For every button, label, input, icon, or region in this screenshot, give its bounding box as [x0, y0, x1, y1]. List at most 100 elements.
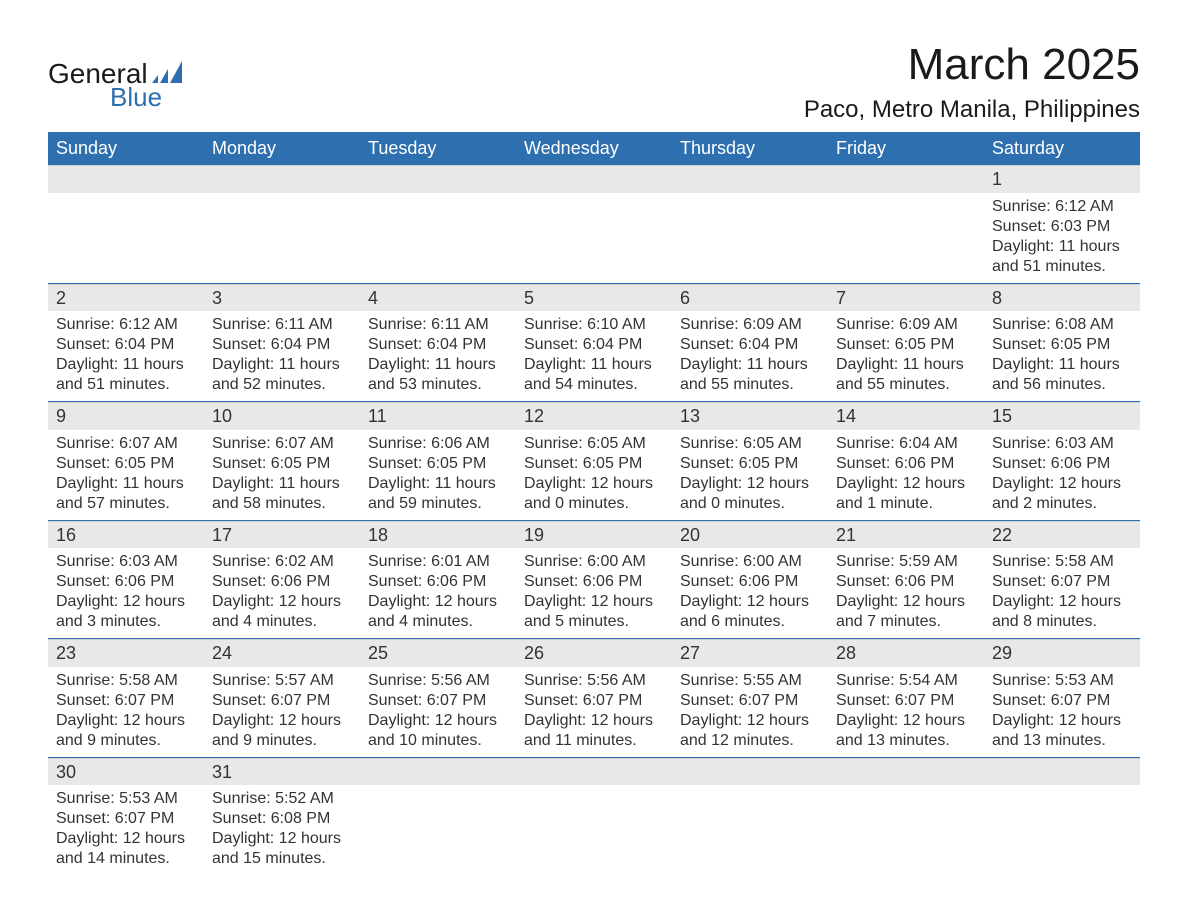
calendar-day-cell [204, 165, 360, 283]
calendar-day-cell: 3Sunrise: 6:11 AMSunset: 6:04 PMDaylight… [204, 283, 360, 402]
day-number: 15 [984, 402, 1140, 430]
day-detail-line: Daylight: 12 hours and 0 minutes. [524, 474, 664, 514]
page-title: March 2025 [804, 40, 1140, 90]
day-detail-line: Sunset: 6:07 PM [680, 691, 820, 711]
day-detail-line: Daylight: 11 hours and 55 minutes. [680, 355, 820, 395]
day-number: 13 [672, 402, 828, 430]
day-detail-line: Daylight: 12 hours and 12 minutes. [680, 711, 820, 751]
day-detail-line: Sunset: 6:06 PM [56, 572, 196, 592]
day-detail-line: Sunset: 6:07 PM [368, 691, 508, 711]
day-body: Sunrise: 5:59 AMSunset: 6:06 PMDaylight:… [828, 548, 984, 638]
day-body: Sunrise: 5:58 AMSunset: 6:07 PMDaylight:… [984, 548, 1140, 638]
day-body: Sunrise: 6:12 AMSunset: 6:04 PMDaylight:… [48, 311, 204, 401]
day-detail-line: Daylight: 12 hours and 9 minutes. [56, 711, 196, 751]
calendar-day-cell: 6 Sunrise: 6:09 AMSunset: 6:04 PMDaylight… [672, 283, 828, 402]
day-number: 21 [828, 521, 984, 549]
calendar-day-cell: 17Sunrise: 6:02 AMSunset: 6:06 PMDayligh… [204, 520, 360, 639]
day-body [516, 785, 672, 869]
calendar-day-cell [984, 757, 1140, 875]
day-body: Sunrise: 6:05 AMSunset: 6:05 PMDaylight:… [672, 430, 828, 520]
day-detail-line: Daylight: 12 hours and 11 minutes. [524, 711, 664, 751]
day-detail-line: Sunrise: 5:52 AM [212, 789, 352, 809]
calendar-day-cell: 28Sunrise: 5:54 AMSunset: 6:07 PMDayligh… [828, 639, 984, 758]
day-number: 6 [672, 284, 828, 312]
calendar-day-cell [516, 165, 672, 283]
day-detail-line: Sunrise: 6:01 AM [368, 552, 508, 572]
day-detail-line: Sunrise: 6:06 AM [368, 434, 508, 454]
day-detail-line: Sunset: 6:03 PM [992, 217, 1132, 237]
day-detail-line: Sunset: 6:05 PM [992, 335, 1132, 355]
day-number: 27 [672, 639, 828, 667]
day-body: Sunrise: 5:58 AMSunset: 6:07 PMDaylight:… [48, 667, 204, 757]
day-body: Sunrise: 6:07 AMSunset: 6:05 PMDaylight:… [48, 430, 204, 520]
day-detail-line: Sunrise: 5:59 AM [836, 552, 976, 572]
day-detail-line: Sunrise: 6:09 AM [680, 315, 820, 335]
header: General Blue March 2025 Paco, Metro Mani… [48, 40, 1140, 124]
day-number-empty [360, 758, 516, 786]
day-number: 4 [360, 284, 516, 312]
day-number: 12 [516, 402, 672, 430]
day-body [984, 785, 1140, 869]
day-detail-line: Sunrise: 5:58 AM [992, 552, 1132, 572]
weekday-header: Thursday [672, 132, 828, 165]
day-number: 9 [48, 402, 204, 430]
calendar-day-cell: 21Sunrise: 5:59 AMSunset: 6:06 PMDayligh… [828, 520, 984, 639]
day-number-empty [672, 758, 828, 786]
day-detail-line: Sunset: 6:04 PM [56, 335, 196, 355]
title-block: March 2025 Paco, Metro Manila, Philippin… [804, 40, 1140, 124]
day-number: 22 [984, 521, 1140, 549]
day-detail-line: Sunrise: 6:07 AM [56, 434, 196, 454]
day-body [516, 193, 672, 277]
calendar-week-row: 2Sunrise: 6:12 AMSunset: 6:04 PMDaylight… [48, 283, 1140, 402]
day-number-empty [48, 165, 204, 193]
day-detail-line: Daylight: 11 hours and 56 minutes. [992, 355, 1132, 395]
day-detail-line: Sunrise: 5:53 AM [992, 671, 1132, 691]
calendar-day-cell: 10Sunrise: 6:07 AMSunset: 6:05 PMDayligh… [204, 402, 360, 521]
day-detail-line: Sunset: 6:04 PM [212, 335, 352, 355]
calendar-day-cell: 30Sunrise: 5:53 AMSunset: 6:07 PMDayligh… [48, 757, 204, 875]
day-number-empty [516, 165, 672, 193]
calendar-day-cell [360, 757, 516, 875]
calendar-day-cell: 2Sunrise: 6:12 AMSunset: 6:04 PMDaylight… [48, 283, 204, 402]
calendar-day-cell: 31Sunrise: 5:52 AMSunset: 6:08 PMDayligh… [204, 757, 360, 875]
day-detail-line: Sunset: 6:05 PM [56, 454, 196, 474]
day-number: 25 [360, 639, 516, 667]
day-body: Sunrise: 5:56 AMSunset: 6:07 PMDaylight:… [360, 667, 516, 757]
day-detail-line: Daylight: 12 hours and 10 minutes. [368, 711, 508, 751]
calendar-day-cell [672, 165, 828, 283]
day-detail-line: Sunset: 6:06 PM [992, 454, 1132, 474]
day-body [48, 193, 204, 277]
day-detail-line: Sunrise: 6:09 AM [836, 315, 976, 335]
day-detail-line: Daylight: 12 hours and 13 minutes. [836, 711, 976, 751]
calendar-day-cell: 5Sunrise: 6:10 AMSunset: 6:04 PMDaylight… [516, 283, 672, 402]
day-body: Sunrise: 6:06 AMSunset: 6:05 PMDaylight:… [360, 430, 516, 520]
day-detail-line: Daylight: 12 hours and 13 minutes. [992, 711, 1132, 751]
calendar-day-cell: 8Sunrise: 6:08 AMSunset: 6:05 PMDaylight… [984, 283, 1140, 402]
day-body: Sunrise: 6:01 AMSunset: 6:06 PMDaylight:… [360, 548, 516, 638]
day-detail-line: Sunrise: 6:02 AM [212, 552, 352, 572]
day-detail-line: Sunset: 6:05 PM [524, 454, 664, 474]
weekday-header: Friday [828, 132, 984, 165]
day-number: 24 [204, 639, 360, 667]
day-number: 18 [360, 521, 516, 549]
weekday-header: Sunday [48, 132, 204, 165]
calendar-day-cell: 16Sunrise: 6:03 AMSunset: 6:06 PMDayligh… [48, 520, 204, 639]
calendar-day-cell: 29Sunrise: 5:53 AMSunset: 6:07 PMDayligh… [984, 639, 1140, 758]
day-body: Sunrise: 6:03 AMSunset: 6:06 PMDaylight:… [48, 548, 204, 638]
day-detail-line: Sunrise: 5:57 AM [212, 671, 352, 691]
day-detail-line: Sunset: 6:04 PM [680, 335, 820, 355]
day-body: Sunrise: 5:54 AMSunset: 6:07 PMDaylight:… [828, 667, 984, 757]
day-detail-line: Daylight: 11 hours and 58 minutes. [212, 474, 352, 514]
day-number: 28 [828, 639, 984, 667]
day-number: 16 [48, 521, 204, 549]
day-detail-line: Daylight: 11 hours and 53 minutes. [368, 355, 508, 395]
calendar-day-cell: 27Sunrise: 5:55 AMSunset: 6:07 PMDayligh… [672, 639, 828, 758]
day-detail-line: Sunset: 6:06 PM [680, 572, 820, 592]
day-number-empty [984, 758, 1140, 786]
weekday-header: Wednesday [516, 132, 672, 165]
day-number-empty [204, 165, 360, 193]
day-detail-line: Daylight: 11 hours and 52 minutes. [212, 355, 352, 395]
day-number: 29 [984, 639, 1140, 667]
calendar-day-cell: 19Sunrise: 6:00 AMSunset: 6:06 PMDayligh… [516, 520, 672, 639]
day-body [360, 785, 516, 869]
